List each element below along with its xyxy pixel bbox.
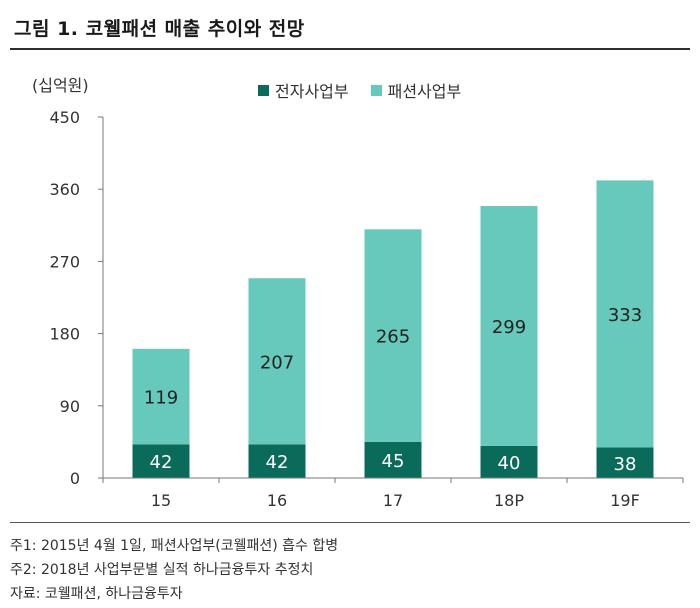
note-1: 주1: 2015년 4월 1일, 패션사업부(코웰패션) 흡수 합병: [10, 538, 339, 554]
bar-electronics: [364, 441, 422, 478]
legend-swatch-electronics: [258, 84, 269, 96]
data-label: 45: [382, 451, 405, 472]
y-tick-label: 450: [49, 108, 80, 127]
data-label: 119: [144, 388, 178, 409]
bar-fashion: [132, 348, 190, 445]
bar-fashion: [248, 278, 306, 445]
x-tick-label: 17: [383, 491, 403, 510]
legend-label-fashion: 패션사업부: [387, 82, 462, 101]
bar-electronics: [132, 444, 190, 478]
legend: 전자사업부 패션사업부: [258, 78, 483, 102]
legend-label-electronics: 전자사업부: [275, 82, 349, 101]
y-tick-label: 0: [70, 469, 80, 488]
y-tick-label: 270: [49, 252, 80, 271]
title-divider: [10, 48, 690, 50]
bar-fashion: [364, 229, 422, 442]
data-label: 42: [266, 452, 289, 473]
y-tick-label: 180: [49, 325, 80, 344]
data-label: 42: [150, 452, 173, 473]
source-note: 자료: 코웰패션, 하나금융투자: [10, 586, 183, 602]
bar-electronics: [248, 444, 306, 478]
notes: 주1: 2015년 4월 1일, 패션사업부(코웰패션) 흡수 합병 주2: 2…: [10, 534, 338, 606]
legend-item-fashion: 패션사업부: [370, 78, 462, 102]
x-tick-label: 19F: [610, 491, 640, 510]
data-label: 299: [492, 317, 526, 338]
bar-fashion: [480, 206, 538, 446]
x-tick-label: 16: [267, 491, 287, 510]
data-label: 40: [498, 453, 521, 474]
bar-chart: 0 90 180 270 360 450 42 119 15 42 207 16 45 265 17 40 29…: [49, 108, 684, 510]
legend-swatch-fashion: [370, 84, 382, 96]
y-tick-label: 90: [60, 397, 80, 416]
unit-label: (십억원): [32, 76, 89, 95]
data-label: 265: [376, 327, 410, 348]
notes-divider: [10, 522, 690, 523]
note-2: 주2: 2018년 사업부문별 실적 하나금융투자 추정치: [10, 562, 314, 578]
data-label: 333: [608, 305, 642, 326]
data-label: 38: [614, 454, 637, 475]
legend-item-electronics: 전자사업부: [258, 78, 349, 102]
x-tick-label: 18P: [494, 491, 524, 510]
bar-electronics: [480, 445, 538, 478]
bar-fashion: [596, 180, 654, 448]
x-tick-label: 15: [151, 491, 171, 510]
figure-title: 그림 1. 코웰패션 매출 추이와 전망: [14, 18, 305, 40]
data-label: 207: [260, 352, 294, 373]
bar-electronics: [596, 447, 654, 478]
y-tick-label: 360: [49, 180, 80, 199]
